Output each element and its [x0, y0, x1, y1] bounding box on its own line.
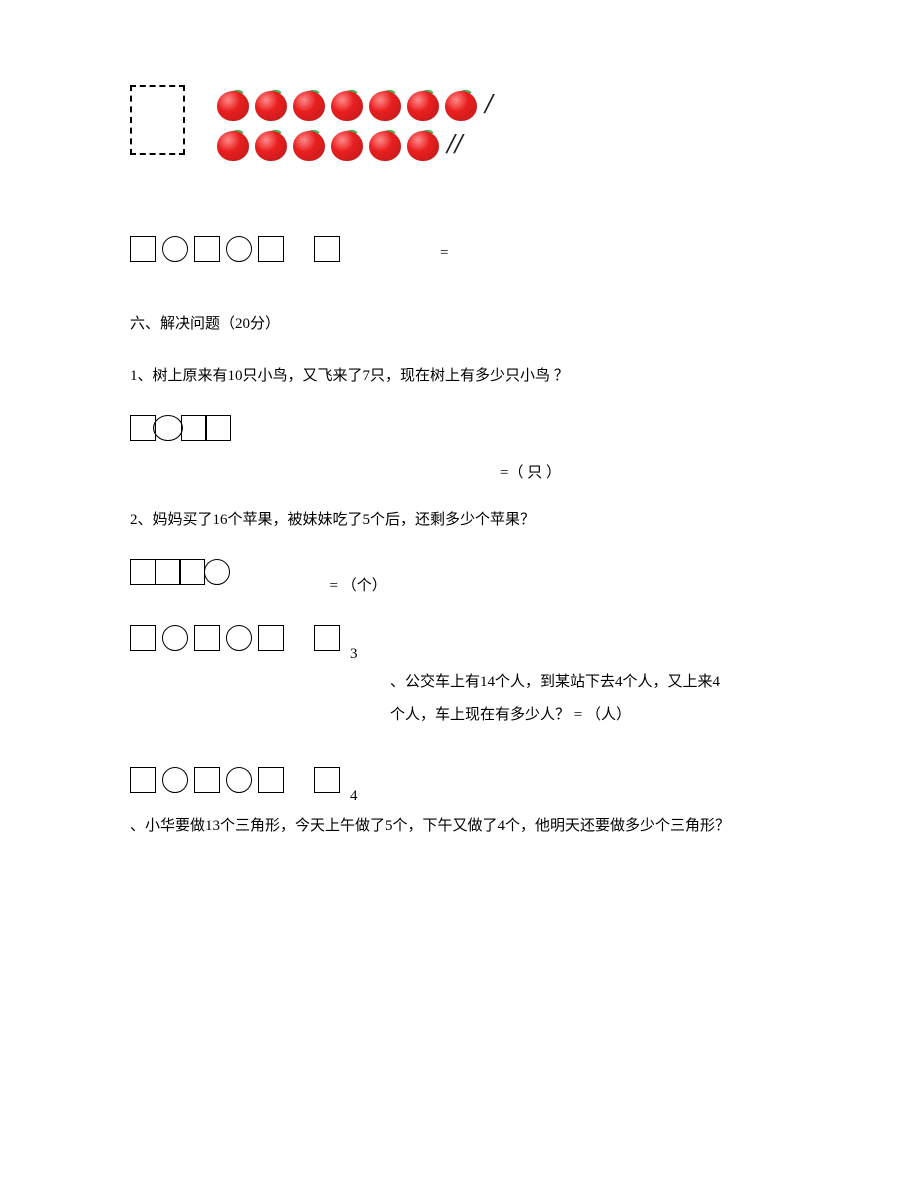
box [194, 236, 220, 262]
shape-pattern [130, 767, 340, 793]
box [130, 767, 156, 793]
q2-answer-row: = （个） [130, 559, 790, 585]
box [179, 559, 205, 585]
q3-text: 、公交车上有14个人，到某站下去4个人，又上来4 个人，车上现在有多少人？ = … [390, 666, 790, 732]
q4-number: 4 [350, 788, 358, 805]
slash-mark: / [485, 89, 493, 121]
q4-equation: 4 [130, 767, 790, 793]
box [258, 767, 284, 793]
apple-icon [215, 127, 251, 163]
apple-icon [329, 87, 365, 123]
apple-icon [291, 127, 327, 163]
circle [204, 559, 230, 585]
box [130, 559, 156, 585]
slash-mark: // [447, 129, 463, 161]
box [194, 767, 220, 793]
apple-icon [291, 87, 327, 123]
box [194, 625, 220, 651]
equation-template-1: = [130, 215, 790, 262]
circle [162, 625, 188, 651]
dashed-answer-box [130, 85, 185, 155]
apple-rows: / // [215, 85, 493, 165]
circle [162, 767, 188, 793]
circle [226, 767, 252, 793]
circle [226, 236, 252, 262]
q1-unit: =（ 只 ） [500, 461, 790, 482]
apple-icon [253, 127, 289, 163]
q3-number: 3 [350, 646, 358, 663]
box [258, 625, 284, 651]
q3-equation: 3 [130, 625, 790, 651]
q1-boxes [130, 415, 230, 441]
q2-boxes [130, 559, 230, 585]
question-4: 、小华要做13个三角形，今天上午做了5个，下午又做了4个，他明天还要做多少个三角… [130, 813, 790, 840]
box [181, 415, 207, 441]
box [314, 236, 340, 262]
shape-pattern [130, 625, 340, 651]
q2-unit: = （个） [330, 574, 387, 595]
equals-sign: = [440, 245, 448, 262]
apple-icon [443, 87, 479, 123]
q3-line2: 个人，车上现在有多少人？ = （人） [390, 699, 790, 732]
question-1: 1、树上原来有10只小鸟，又飞来了7只，现在树上有多少只小鸟 ？ [130, 363, 790, 390]
box [314, 625, 340, 651]
box [130, 236, 156, 262]
box [205, 415, 231, 441]
q3-line1: 、公交车上有14个人，到某站下去4个人，又上来4 [390, 666, 790, 699]
section-6-title: 六、解决问题（20分） [130, 312, 790, 333]
circle [226, 625, 252, 651]
apple-icon [367, 87, 403, 123]
apple-icon [405, 87, 441, 123]
box [314, 767, 340, 793]
apple-row-1: / [215, 85, 493, 125]
apple-icon [367, 127, 403, 163]
box [258, 236, 284, 262]
apple-figure: / // [130, 85, 790, 165]
q1-answer-row [130, 415, 790, 441]
apple-row-2: // [215, 125, 493, 165]
box [130, 625, 156, 651]
apple-icon [253, 87, 289, 123]
oval [153, 415, 183, 441]
apple-icon [329, 127, 365, 163]
circle [162, 236, 188, 262]
question-2: 2、妈妈买了16个苹果，被妹妹吃了5个后，还剩多少个苹果？ [130, 507, 790, 534]
apple-icon [405, 127, 441, 163]
box [155, 559, 181, 585]
shape-pattern [130, 236, 340, 262]
apple-icon [215, 87, 251, 123]
